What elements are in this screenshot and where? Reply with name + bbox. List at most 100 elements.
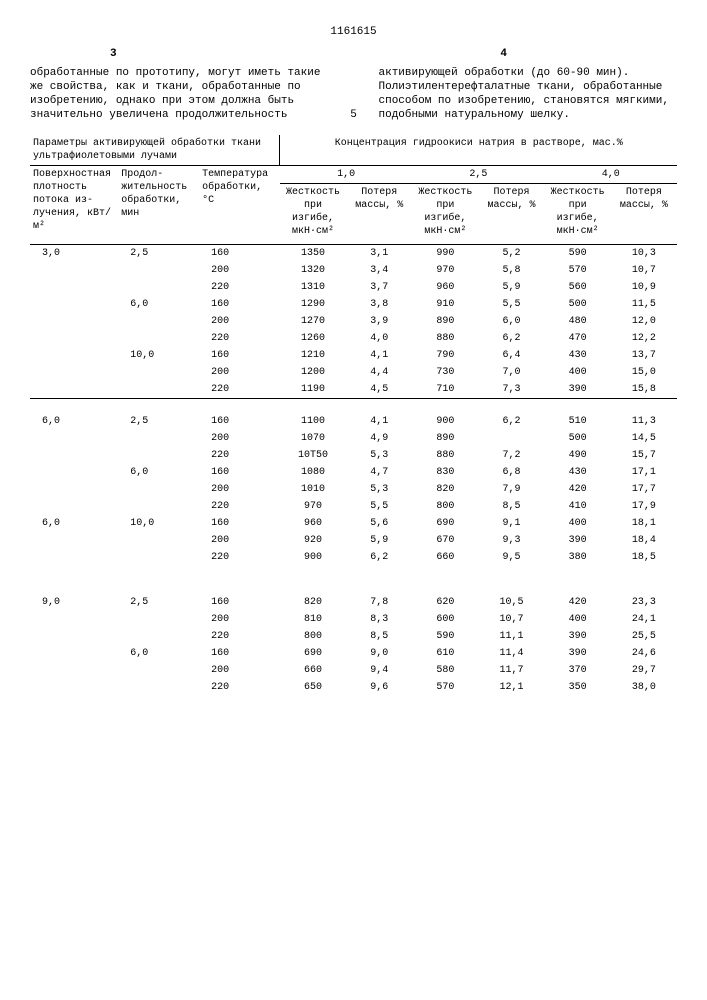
conc-25: 2,5 xyxy=(412,165,544,183)
cell-p2: 10,0 xyxy=(118,347,199,364)
cell-l2: 5,8 xyxy=(478,262,544,279)
cell-s1: 1270 xyxy=(280,313,346,330)
cell-s3: 350 xyxy=(545,679,611,696)
cell-s2: 660 xyxy=(412,549,478,566)
cell-p3: 200 xyxy=(199,430,280,447)
line-marker-5: 5 xyxy=(349,108,359,122)
cell-p3: 160 xyxy=(199,244,280,262)
cell-l2 xyxy=(478,430,544,447)
table-row: 3,02,516013503,19905,259010,3 xyxy=(30,244,677,262)
data-table: Параметры активирующей обработ­ки ткани … xyxy=(30,135,677,696)
cell-l2: 9,1 xyxy=(478,515,544,532)
conc-10: 1,0 xyxy=(280,165,412,183)
cell-s1: 660 xyxy=(280,662,346,679)
cell-p2 xyxy=(118,611,199,628)
cell-l2: 11,7 xyxy=(478,662,544,679)
cell-l2: 5,2 xyxy=(478,244,544,262)
cell-l3: 12,2 xyxy=(611,330,677,347)
cell-l2: 11,4 xyxy=(478,645,544,662)
table-row: 6,02,516011004,19006,251011,3 xyxy=(30,413,677,430)
table-row: 10,016012104,17906,443013,7 xyxy=(30,347,677,364)
cell-l3: 18,5 xyxy=(611,549,677,566)
cell-p3: 160 xyxy=(199,515,280,532)
cell-l3: 12,0 xyxy=(611,313,677,330)
cell-l2: 9,3 xyxy=(478,532,544,549)
cell-p2 xyxy=(118,549,199,566)
cell-s1: 1010 xyxy=(280,481,346,498)
cell-s1: 1210 xyxy=(280,347,346,364)
cell-s3: 470 xyxy=(545,330,611,347)
cell-s3: 370 xyxy=(545,662,611,679)
cell-l3: 23,3 xyxy=(611,594,677,611)
table-row: 2008108,360010,740024,1 xyxy=(30,611,677,628)
cell-s3: 400 xyxy=(545,515,611,532)
cell-l3: 17,7 xyxy=(611,481,677,498)
cell-l3: 29,7 xyxy=(611,662,677,679)
cell-p3: 200 xyxy=(199,611,280,628)
cell-l1: 5,3 xyxy=(346,447,412,464)
cell-l3: 15,7 xyxy=(611,447,677,464)
cell-l1: 5,6 xyxy=(346,515,412,532)
cell-l3: 13,7 xyxy=(611,347,677,364)
cell-s1: 920 xyxy=(280,532,346,549)
cell-p3: 220 xyxy=(199,549,280,566)
cell-p3: 160 xyxy=(199,464,280,481)
page-right: 4 xyxy=(500,47,507,61)
cell-s3: 400 xyxy=(545,611,611,628)
cell-s2: 590 xyxy=(412,628,478,645)
cell-p1 xyxy=(30,611,118,628)
cell-p2: 10,0 xyxy=(118,515,199,532)
cell-l1: 9,4 xyxy=(346,662,412,679)
cell-s3: 400 xyxy=(545,364,611,381)
cell-l1: 4,5 xyxy=(346,381,412,399)
cell-l1: 9,6 xyxy=(346,679,412,696)
cell-p3: 160 xyxy=(199,413,280,430)
cell-p1 xyxy=(30,679,118,696)
cell-s2: 910 xyxy=(412,296,478,313)
cell-l3: 18,4 xyxy=(611,532,677,549)
cell-l1: 9,0 xyxy=(346,645,412,662)
cell-s1: 1260 xyxy=(280,330,346,347)
cell-p3: 200 xyxy=(199,532,280,549)
hdr-conc: Концентрация гидроокиси натрия в раствор… xyxy=(280,135,677,166)
table-row: 20013203,49705,857010,7 xyxy=(30,262,677,279)
cell-s2: 900 xyxy=(412,413,478,430)
table-row: 2206509,657012,135038,0 xyxy=(30,679,677,696)
cell-p3: 220 xyxy=(199,628,280,645)
cell-p3: 220 xyxy=(199,447,280,464)
cell-l1: 8,3 xyxy=(346,611,412,628)
cell-p2 xyxy=(118,481,199,498)
table-row: 20012004,47307,040015,0 xyxy=(30,364,677,381)
table-row: 22010Т505,38807,249015,7 xyxy=(30,447,677,464)
cell-p1 xyxy=(30,662,118,679)
cell-s3: 380 xyxy=(545,549,611,566)
cell-s2: 800 xyxy=(412,498,478,515)
table-row: 22012604,08806,247012,2 xyxy=(30,330,677,347)
cell-l3: 38,0 xyxy=(611,679,677,696)
cell-p2 xyxy=(118,447,199,464)
cell-p1 xyxy=(30,447,118,464)
cell-s1: 900 xyxy=(280,549,346,566)
cell-l3: 25,5 xyxy=(611,628,677,645)
cell-l2: 6,4 xyxy=(478,347,544,364)
cell-l3: 10,3 xyxy=(611,244,677,262)
cell-l2: 10,7 xyxy=(478,611,544,628)
cell-p1: 6,0 xyxy=(30,413,118,430)
cell-p2 xyxy=(118,364,199,381)
col-p3: Темпера­тура об­работки, °С xyxy=(199,165,280,244)
col-stiff-1: Жест­кость при изгибе, мкН·см² xyxy=(280,183,346,244)
cell-p2: 2,5 xyxy=(118,594,199,611)
cell-p3: 200 xyxy=(199,481,280,498)
cell-p1: 6,0 xyxy=(30,515,118,532)
table-row: 6,016010804,78306,843017,1 xyxy=(30,464,677,481)
cell-p3: 220 xyxy=(199,498,280,515)
cell-s1: 1320 xyxy=(280,262,346,279)
cell-s2: 690 xyxy=(412,515,478,532)
col-stiff-3: Жест­кость при изгибе, мкН·см² xyxy=(545,183,611,244)
cell-s2: 710 xyxy=(412,381,478,399)
cell-l1: 4,9 xyxy=(346,430,412,447)
cell-l3: 14,5 xyxy=(611,430,677,447)
cell-s1: 810 xyxy=(280,611,346,628)
cell-l3: 17,1 xyxy=(611,464,677,481)
cell-l1: 4,7 xyxy=(346,464,412,481)
